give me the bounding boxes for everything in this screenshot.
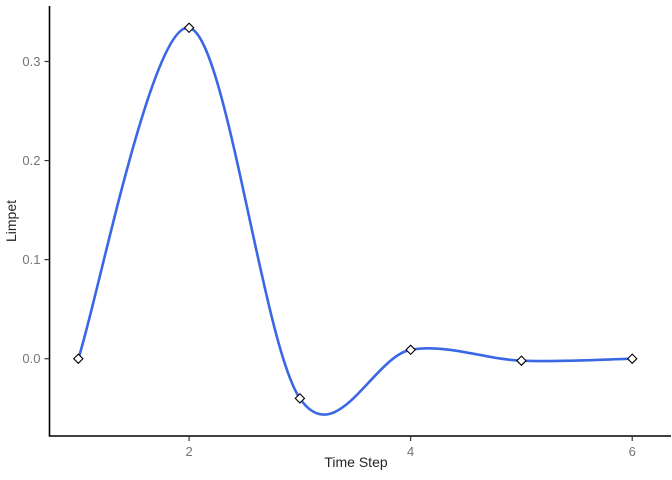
diamond-marker [72, 353, 84, 365]
x-tick-label: 2 [185, 444, 192, 459]
series-line [77, 26, 634, 416]
axis-lines [48, 6, 671, 437]
diamond-marker [516, 355, 527, 367]
diamond-marker [294, 392, 306, 404]
data-point-markers [72, 22, 638, 404]
series-curve [77, 26, 634, 416]
tick-marks [44, 60, 633, 441]
tick-labels: 2 4 6 0.0 0.1 0.2 0.3 [22, 54, 635, 459]
diamond-marker [626, 353, 638, 365]
y-tick-label: 0.0 [22, 351, 40, 366]
diamond-marker [183, 22, 195, 34]
y-tick-label: 0.2 [22, 153, 40, 168]
y-tick-label: 0.3 [22, 54, 40, 69]
x-tick-label: 4 [407, 444, 414, 459]
y-tick-label: 0.1 [22, 252, 40, 267]
axes [48, 6, 671, 437]
diamond-marker [405, 344, 417, 356]
y-axis-title: Limpet [3, 200, 19, 242]
x-tick-label: 6 [629, 444, 636, 459]
x-axis-title: Time Step [324, 454, 387, 470]
